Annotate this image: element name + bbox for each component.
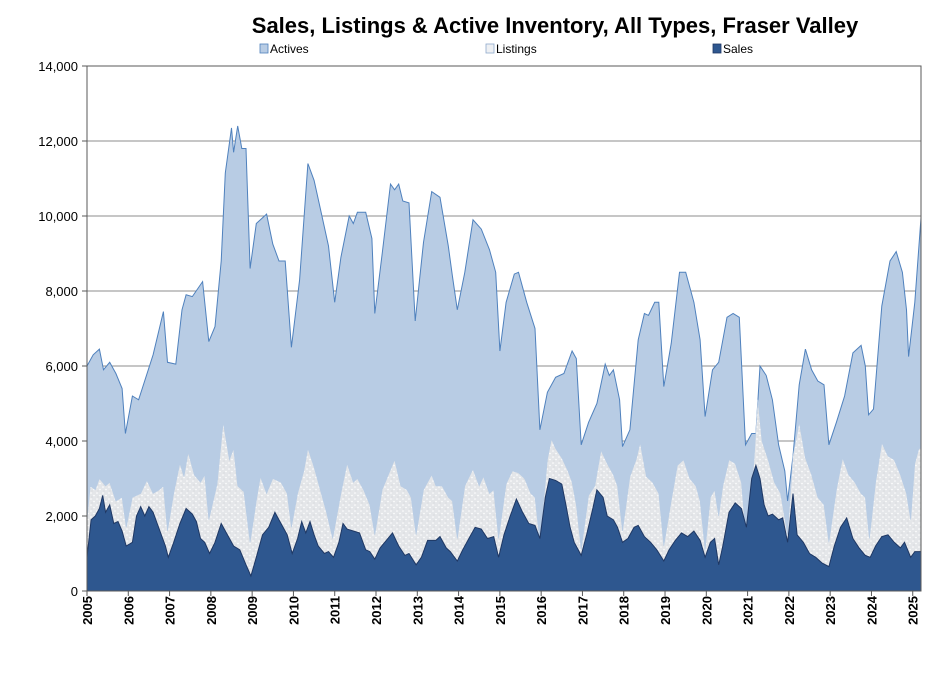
x-tick-label: 2006: [121, 596, 136, 625]
x-tick-label: 2022: [782, 596, 797, 625]
x-tick-label: 2016: [534, 596, 549, 625]
x-tick-label: 2005: [80, 596, 95, 625]
plot-frame: [86, 65, 922, 592]
x-tick-label: 2009: [245, 596, 260, 625]
legend-swatch-actives: [259, 43, 269, 54]
x-tick-label: 2020: [699, 596, 714, 625]
x-tick-label: 2023: [823, 596, 838, 625]
x-tick-label: 2014: [452, 595, 467, 625]
chart-title: Sales, Listings & Active Inventory, All …: [252, 13, 859, 38]
x-tick-label: 2011: [328, 596, 343, 624]
line-series-listings: [86, 399, 921, 550]
x-tick-label: 2012: [369, 596, 384, 625]
x-tick-label: 2018: [617, 596, 632, 625]
legend-label-sales: Sales: [723, 42, 753, 56]
legend-swatch-listings: [485, 43, 495, 54]
y-tick-label: 14,000: [38, 59, 78, 74]
x-tick-label: 2019: [658, 596, 673, 625]
x-tick-label: 2025: [906, 596, 921, 625]
y-tick-label: 10,000: [38, 209, 78, 224]
y-tick-label: 4,000: [45, 434, 78, 449]
x-tick-label: 2008: [204, 596, 219, 625]
legend-label-actives: Actives: [270, 42, 309, 56]
y-axis: 0 2,000 4,000 6,000 8,000 10,000 12,000 14,000: [38, 59, 87, 599]
line-series-actives: [86, 125, 922, 502]
x-tick-label: 2021: [741, 596, 756, 625]
x-tick-label: 2024: [864, 595, 879, 625]
legend: Actives Listings Sales: [259, 42, 753, 56]
y-tick-label: 6,000: [45, 359, 78, 374]
x-tick-label: 2017: [575, 596, 590, 625]
x-axis: 2005 2006 2007 2008 2009 2010 2011 2012 2013 2014…: [80, 591, 921, 625]
x-tick-label: 2013: [410, 596, 425, 625]
line-series-sales: [86, 463, 921, 578]
x-tick-label: 2010: [286, 596, 301, 625]
area-series-actives: [87, 126, 921, 591]
x-tick-label: 2015: [493, 596, 508, 625]
series-areas: [86, 125, 922, 591]
y-tick-label: 0: [71, 584, 78, 599]
legend-label-listings: Listings: [496, 42, 537, 56]
y-tick-label: 12,000: [38, 134, 78, 149]
y-tick-label: 8,000: [45, 284, 78, 299]
y-tick-label: 2,000: [45, 509, 78, 524]
legend-swatch-sales: [712, 43, 722, 54]
x-tick-label: 2007: [163, 596, 178, 625]
area-series-sales: [87, 465, 921, 591]
